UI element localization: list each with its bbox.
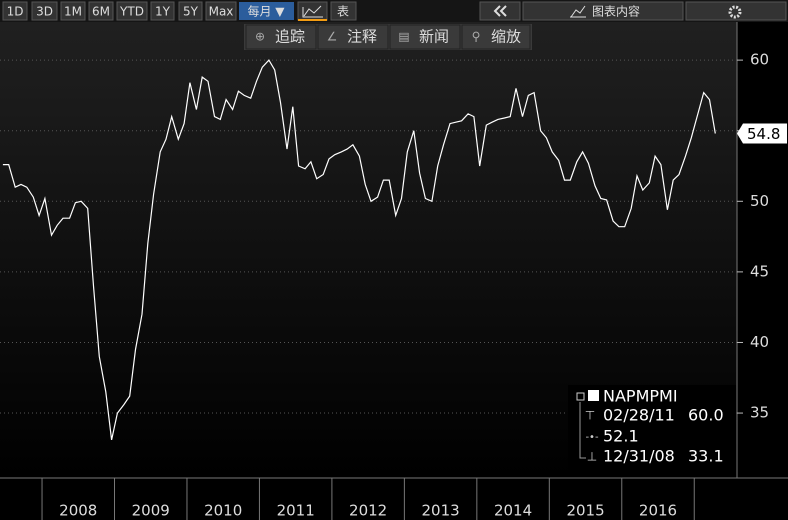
legend-toggle[interactable] [576,392,585,401]
high-icon: ⊤ [585,409,595,423]
period-label: 6M [92,5,110,19]
x-tick-label: 2009 [132,502,170,520]
x-tick-label: 2010 [204,502,242,520]
chart-content-icon [570,5,586,18]
period-label: YTD [119,5,144,19]
y-tick-label: 50 [750,192,769,210]
tool-button[interactable] [245,24,317,50]
table-button[interactable] [330,1,357,21]
tool-label: 新闻 [419,28,449,46]
tool-label: 缩放 [491,28,521,46]
period-button[interactable] [2,1,28,21]
settings-icon [728,5,742,19]
x-tick-label: 2008 [59,502,97,520]
average-icon: -•- [585,432,599,443]
tool-icon: ⊕ [255,30,265,44]
period-label: 5Y [183,5,199,19]
period-button[interactable] [116,1,148,21]
period-button[interactable] [31,1,58,21]
average-value: 52.1 [603,427,639,446]
period-button[interactable] [178,1,203,21]
period-button[interactable] [205,1,237,21]
low-value: 33.1 [688,447,724,466]
settings-button[interactable] [685,1,787,21]
legend-tree [579,402,586,459]
last-value-box [737,123,787,144]
x-tick-label: 2015 [566,502,604,520]
period-button[interactable] [88,1,114,21]
tool-button[interactable] [317,24,389,50]
period-button[interactable] [60,1,86,21]
y-tick-label: 60 [750,51,769,69]
y-tick-label: 40 [750,333,769,351]
tool-label: 追踪 [275,28,305,46]
legend-swatch [588,390,599,401]
last-value-label: 54.8 [747,125,780,143]
period-label: 1D [7,5,24,19]
y-tick-label: 35 [750,404,769,422]
low-date: 12/31/08 [603,447,675,466]
period-label: 1M [64,5,82,19]
chart-content-button[interactable] [522,1,684,21]
frequency-button[interactable] [239,2,294,20]
tool-icon: ▤ [398,30,409,44]
tool-icon: ∠ [327,30,338,44]
x-tick-label: 2011 [277,502,315,520]
frequency-label: 每月 ▼ [247,4,285,19]
legend-name: NAPMPMI [603,387,678,406]
data-line [2,59,716,441]
chart-icon [302,5,323,18]
table-label: 表 [337,5,349,19]
chart-type-underline [298,19,327,21]
x-tick-label: 2012 [349,502,387,520]
x-tick-label: 2014 [494,502,532,520]
low-icon: ⊥ [587,450,597,464]
x-tick-label: 2013 [422,502,460,520]
high-value: 60.0 [688,406,724,425]
y-tick-label: 45 [750,262,769,280]
chart-content-label: 图表内容 [592,4,640,19]
tool-button[interactable] [461,24,531,50]
period-label: 1Y [155,5,171,19]
period-label: 3D [36,5,53,19]
period-button[interactable] [150,1,175,21]
period-label: Max [209,5,234,19]
x-tick-label: 2016 [639,502,677,520]
tool-icon: ⚲ [472,30,481,44]
tool-button[interactable] [389,24,461,50]
collapse-icon [493,5,507,17]
tool-label: 注释 [347,28,377,46]
high-date: 02/28/11 [603,406,675,425]
